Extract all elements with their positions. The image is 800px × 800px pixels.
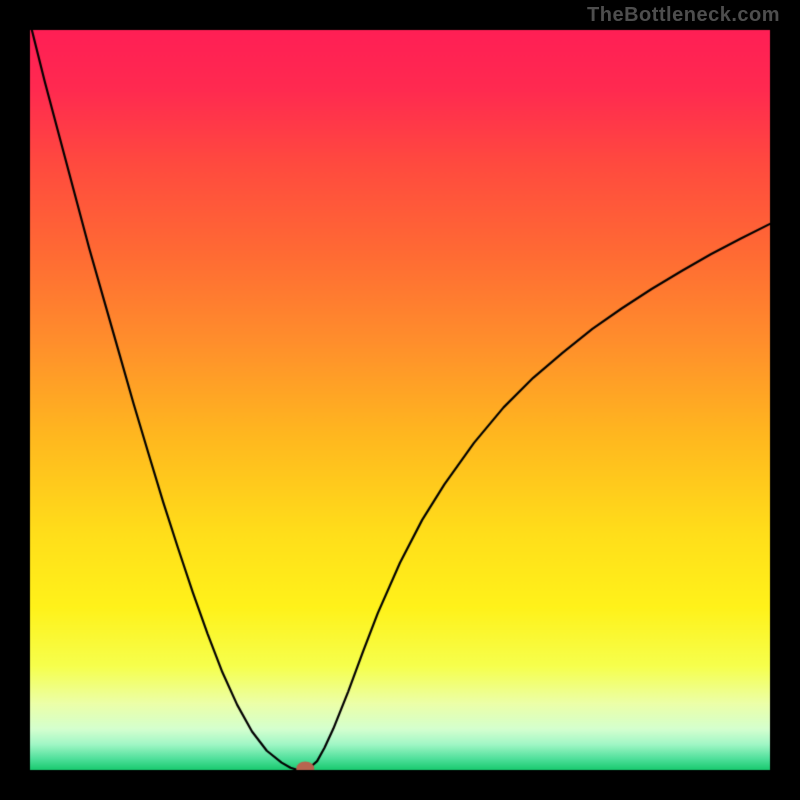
- bottleneck-chart: [0, 0, 800, 800]
- chart-container: TheBottleneck.com: [0, 0, 800, 800]
- watermark-text: TheBottleneck.com: [587, 4, 780, 27]
